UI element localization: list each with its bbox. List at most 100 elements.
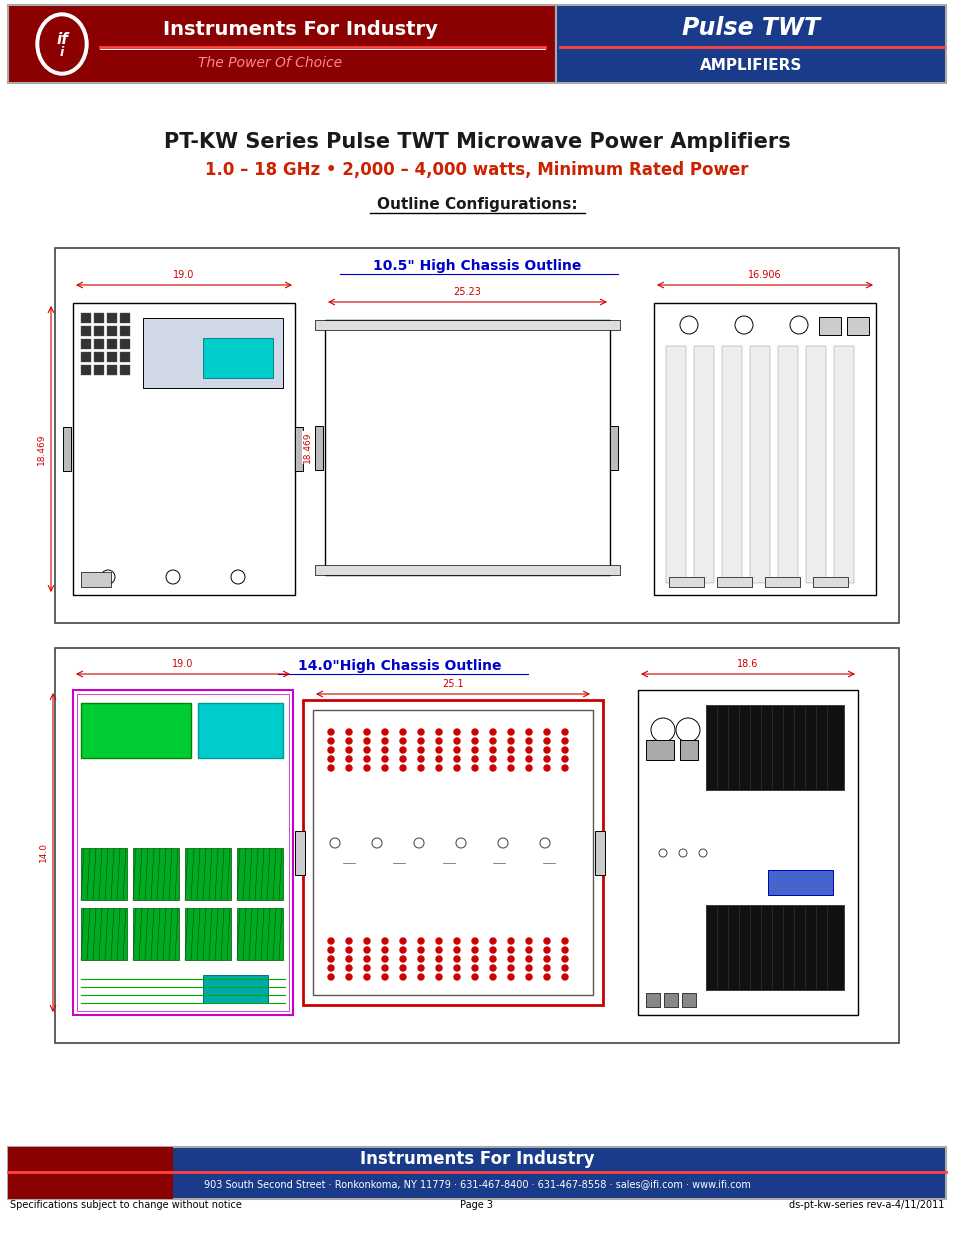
- Circle shape: [381, 747, 388, 753]
- Bar: [81, 908, 127, 960]
- Circle shape: [381, 739, 388, 743]
- Circle shape: [507, 939, 514, 944]
- Circle shape: [346, 939, 352, 944]
- Text: PT-KW Series Pulse TWT Microwave Power Amplifiers: PT-KW Series Pulse TWT Microwave Power A…: [164, 132, 789, 152]
- Bar: [294, 831, 305, 876]
- Bar: [833, 346, 853, 583]
- Circle shape: [381, 965, 388, 971]
- Text: Specifications subject to change without notice: Specifications subject to change without…: [10, 1200, 242, 1210]
- Circle shape: [417, 764, 423, 771]
- Circle shape: [417, 939, 423, 944]
- Circle shape: [364, 756, 370, 762]
- Circle shape: [454, 956, 459, 962]
- Text: 25.23: 25.23: [453, 287, 481, 296]
- Circle shape: [417, 729, 423, 735]
- Circle shape: [659, 848, 666, 857]
- Bar: [693, 346, 713, 583]
- Circle shape: [699, 848, 706, 857]
- Circle shape: [346, 739, 352, 743]
- Circle shape: [525, 974, 532, 981]
- Text: Outline Configurations:: Outline Configurations:: [376, 198, 577, 212]
- Bar: [236, 848, 283, 900]
- Circle shape: [490, 764, 496, 771]
- Bar: [107, 338, 117, 350]
- Bar: [303, 700, 602, 1005]
- Text: AMPLIFIERS: AMPLIFIERS: [700, 58, 801, 73]
- Bar: [668, 577, 703, 587]
- Circle shape: [436, 974, 441, 981]
- Circle shape: [525, 947, 532, 953]
- Circle shape: [454, 756, 459, 762]
- Text: Instruments For Industry: Instruments For Industry: [162, 21, 437, 40]
- Circle shape: [436, 756, 441, 762]
- Circle shape: [543, 974, 550, 981]
- Circle shape: [328, 965, 334, 971]
- Circle shape: [472, 939, 477, 944]
- Circle shape: [381, 939, 388, 944]
- Text: 14.0: 14.0: [39, 842, 48, 862]
- Bar: [645, 993, 659, 1007]
- Bar: [314, 426, 323, 471]
- Bar: [721, 346, 741, 583]
- Bar: [609, 426, 618, 471]
- Circle shape: [328, 947, 334, 953]
- Bar: [717, 577, 751, 587]
- Circle shape: [679, 316, 698, 333]
- Text: 10.5" High Chassis Outline: 10.5" High Chassis Outline: [373, 259, 580, 273]
- Bar: [846, 317, 868, 335]
- Circle shape: [561, 974, 567, 981]
- Bar: [749, 346, 769, 583]
- Circle shape: [399, 739, 406, 743]
- Circle shape: [399, 764, 406, 771]
- Circle shape: [381, 974, 388, 981]
- Circle shape: [561, 729, 567, 735]
- Circle shape: [543, 965, 550, 971]
- Bar: [120, 338, 130, 350]
- Circle shape: [454, 739, 459, 743]
- Text: 18.469: 18.469: [37, 433, 46, 464]
- Bar: [81, 352, 91, 362]
- Circle shape: [507, 956, 514, 962]
- Bar: [120, 312, 130, 324]
- Circle shape: [525, 756, 532, 762]
- Circle shape: [472, 965, 477, 971]
- Circle shape: [490, 947, 496, 953]
- Bar: [77, 694, 289, 1011]
- Circle shape: [472, 974, 477, 981]
- Circle shape: [454, 764, 459, 771]
- Text: if: if: [56, 32, 68, 47]
- Circle shape: [561, 764, 567, 771]
- Circle shape: [507, 965, 514, 971]
- Circle shape: [543, 756, 550, 762]
- Circle shape: [399, 947, 406, 953]
- Circle shape: [364, 739, 370, 743]
- Circle shape: [436, 739, 441, 743]
- Bar: [185, 908, 231, 960]
- Bar: [812, 577, 847, 587]
- Circle shape: [525, 729, 532, 735]
- Circle shape: [472, 747, 477, 753]
- Circle shape: [381, 947, 388, 953]
- Bar: [767, 869, 832, 895]
- Circle shape: [436, 939, 441, 944]
- Circle shape: [399, 974, 406, 981]
- Circle shape: [454, 747, 459, 753]
- Bar: [81, 572, 111, 587]
- Circle shape: [561, 939, 567, 944]
- Circle shape: [789, 316, 807, 333]
- Circle shape: [543, 956, 550, 962]
- Text: 14.0"High Chassis Outline: 14.0"High Chassis Outline: [298, 659, 501, 673]
- Circle shape: [472, 739, 477, 743]
- Circle shape: [328, 729, 334, 735]
- Bar: [132, 908, 179, 960]
- Text: 19.0: 19.0: [173, 270, 194, 280]
- Circle shape: [472, 729, 477, 735]
- Bar: [107, 352, 117, 362]
- Circle shape: [454, 974, 459, 981]
- Circle shape: [525, 739, 532, 743]
- Circle shape: [472, 764, 477, 771]
- Circle shape: [561, 739, 567, 743]
- Bar: [679, 740, 698, 760]
- Circle shape: [381, 764, 388, 771]
- Bar: [705, 705, 843, 790]
